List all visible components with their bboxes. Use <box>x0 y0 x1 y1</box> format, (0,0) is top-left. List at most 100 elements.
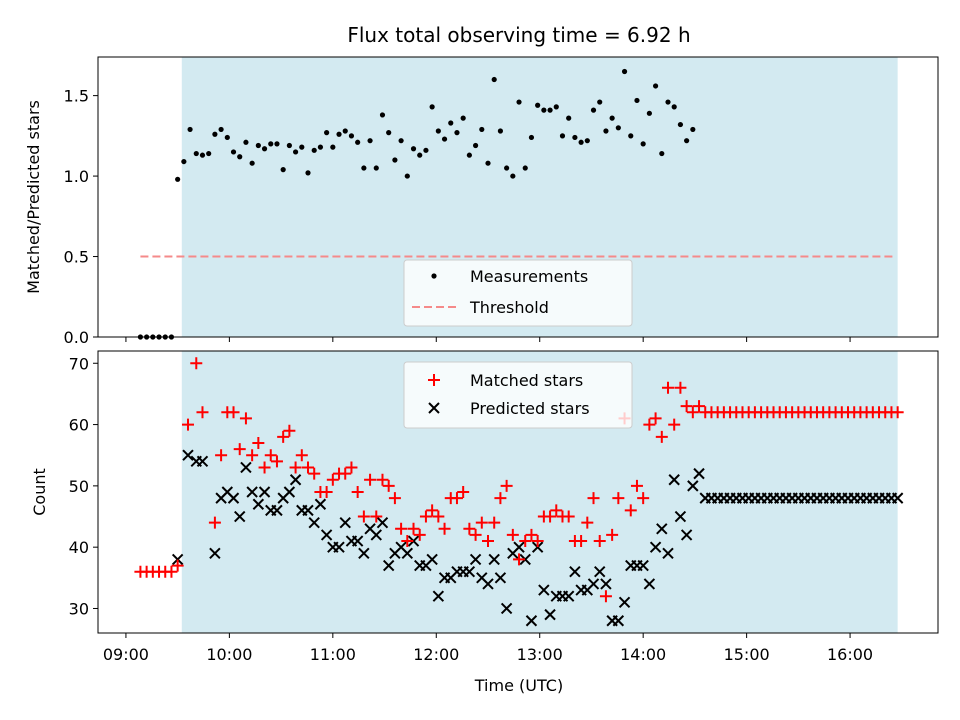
matched-star-point <box>494 492 507 505</box>
x-tick-label: 15:00 <box>724 645 770 664</box>
matched-star-point <box>302 461 314 474</box>
matched-star-point <box>395 522 408 535</box>
x-tick-label: 12:00 <box>413 645 459 664</box>
measurement-point <box>677 121 684 128</box>
legend-predicted-label: Predicted stars <box>470 399 590 418</box>
measurement-point <box>472 142 479 149</box>
measurement-point <box>379 112 386 118</box>
matched-star-point <box>599 590 612 603</box>
predicted-star-point <box>494 572 507 584</box>
matched-star-point <box>643 418 656 431</box>
measurement-point <box>535 102 541 108</box>
matched-star-point <box>246 449 259 462</box>
measurement-point <box>522 165 528 171</box>
matched-star-point <box>277 430 290 443</box>
predicted-star-point <box>544 608 556 621</box>
measurement-point <box>348 133 355 139</box>
measurement-point <box>367 138 373 144</box>
measurement-point <box>572 134 578 141</box>
measurement-point <box>652 83 659 89</box>
matched-star-point <box>662 381 674 394</box>
matched-star-point <box>624 504 637 517</box>
predicted-star-point <box>271 504 283 517</box>
measurement-point <box>435 128 441 134</box>
measurement-point <box>175 176 181 182</box>
matched-star-point <box>519 535 532 548</box>
measurement-point <box>528 134 535 141</box>
predicted-star-point <box>538 584 550 596</box>
count-x-ticks: 09:00 10:00 11:00 12:00 13:00 14:00 15:00 16:00 <box>103 633 873 664</box>
measurement-point <box>578 139 584 145</box>
matched-star-point <box>649 412 662 425</box>
measurement-point <box>479 126 485 133</box>
y-tick-label: 30 <box>69 599 89 618</box>
measurement-point <box>243 139 249 145</box>
measurement-point <box>559 133 566 139</box>
matched-star-point <box>215 449 228 462</box>
measurement-point <box>230 149 237 155</box>
measurement-point <box>361 165 367 171</box>
matched-star-point <box>668 418 681 431</box>
measurement-point <box>454 130 460 136</box>
matched-star-point <box>407 522 420 535</box>
x-tick-label: 09:00 <box>103 645 149 664</box>
matched-star-point <box>190 357 203 370</box>
measurement-point <box>429 104 435 110</box>
measurement-point <box>448 120 454 126</box>
matched-star-point <box>674 381 687 394</box>
legend-matched-label: Matched stars <box>470 371 583 390</box>
measurement-point <box>342 128 348 134</box>
measurement-point <box>286 142 292 149</box>
predicted-star-point <box>531 541 544 553</box>
measurement-point <box>199 152 206 158</box>
measurement-point <box>187 126 193 133</box>
matched-star-point <box>345 461 358 474</box>
measurement-point <box>603 128 609 134</box>
measurement-point <box>237 154 243 160</box>
ratio-panel: 0.0 0.5 1.0 1.5 Matched/Predicted stars Mea… <box>24 56 939 347</box>
measurement-point <box>212 131 218 137</box>
count-panel: 30 40 50 60 70 09:00 10:00 11:00 12:00 13:00 14:0… <box>30 350 939 664</box>
matched-star-point <box>655 430 668 443</box>
predicted-star-point <box>283 486 296 498</box>
predicted-star-point <box>320 529 333 541</box>
matched-star-point <box>550 504 563 517</box>
measurement-point <box>671 104 677 110</box>
predicted-star-point <box>594 565 606 578</box>
predicted-star-point <box>680 529 693 541</box>
count-plot-frame <box>97 350 939 634</box>
measurement-point <box>597 99 603 105</box>
matched-star-point <box>233 443 246 456</box>
predicted-star-point <box>469 553 482 566</box>
matched-star-point <box>581 516 594 529</box>
measurement-point <box>684 138 690 144</box>
predicted-star-point <box>308 516 320 529</box>
measurement-point <box>640 141 646 147</box>
matched-star-point <box>401 535 414 548</box>
predicted-star-point <box>426 553 438 566</box>
matched-star-point <box>196 406 209 419</box>
matched-star-point <box>295 449 308 462</box>
measurement-point <box>218 126 224 133</box>
measurement-point <box>386 130 392 136</box>
predicted-star-point <box>687 480 699 492</box>
matched-star-point <box>308 467 321 480</box>
matched-star-point <box>488 516 501 529</box>
y-tick-label: 1.0 <box>64 167 89 186</box>
measurement-point <box>634 97 640 104</box>
matched-star-point <box>562 510 575 523</box>
predicted-star-point <box>668 474 680 486</box>
matched-star-point <box>630 479 643 492</box>
matched-star-point <box>357 510 370 523</box>
measurement-point <box>392 157 398 163</box>
measurement-point <box>615 125 621 131</box>
y-tick-label: 1.5 <box>64 87 89 106</box>
x-tick-label: 10:00 <box>206 645 252 664</box>
predicted-star-point <box>637 559 649 572</box>
predicted-star-point <box>693 467 705 480</box>
predicted-star-point <box>612 615 625 627</box>
matched-star-point <box>606 528 619 541</box>
measurement-point <box>628 133 634 139</box>
matched-star-point <box>165 565 178 578</box>
x-axis-label: Time (UTC) <box>474 676 563 695</box>
